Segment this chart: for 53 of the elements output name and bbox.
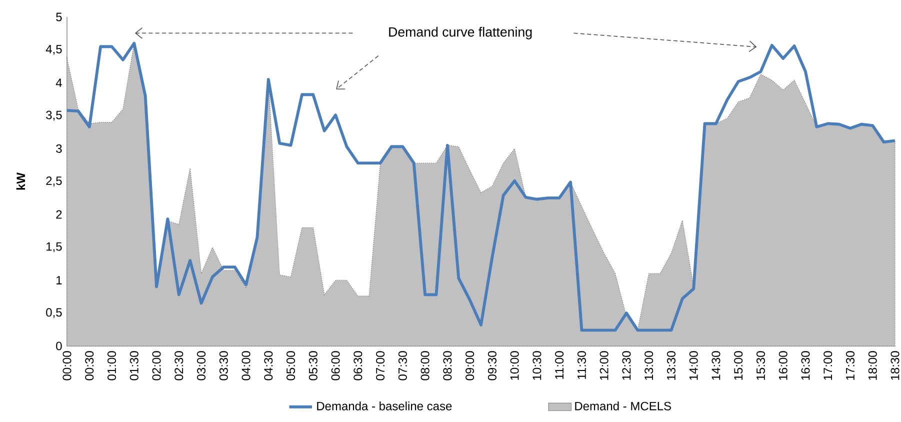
x-tick-label: 04:30 xyxy=(264,351,273,380)
x-tick-label: 16:00 xyxy=(778,351,788,380)
x-tick-label: 12:00 xyxy=(600,351,608,380)
y-tick-label: 3,5 xyxy=(46,110,62,121)
x-tick-label: 16:30 xyxy=(801,351,810,380)
x-tick-label: 17:00 xyxy=(824,351,832,380)
x-tick-label: 12:30 xyxy=(622,351,631,380)
y-tick-label: 2 xyxy=(56,210,62,219)
y-tick-label: 3 xyxy=(56,144,62,153)
y-axis-title: kW xyxy=(16,172,26,190)
x-tick-label: 03:30 xyxy=(219,351,228,380)
x-tick-label: 00:30 xyxy=(85,351,94,380)
y-tick-label: 1,5 xyxy=(46,242,62,252)
y-tick-label: 4 xyxy=(56,78,62,87)
x-tick-label: 07:00 xyxy=(376,351,385,380)
x-tick-label: 10:00 xyxy=(510,351,519,380)
x-tick-label: 08:30 xyxy=(443,351,452,380)
x-tick-label: 17:30 xyxy=(846,351,854,380)
x-tick-label: 13:30 xyxy=(666,351,676,380)
x-tick-label: 06:00 xyxy=(331,351,340,380)
x-tick-label: 13:00 xyxy=(644,351,654,380)
x-tick-label: 01:00 xyxy=(108,351,116,380)
y-tick-label: 1 xyxy=(56,276,62,284)
x-tick-label: 02:30 xyxy=(174,351,184,380)
x-tick-label: 08:00 xyxy=(420,351,430,380)
x-tick-label: 00:00 xyxy=(62,351,72,380)
x-tick-label: 14:00 xyxy=(689,351,698,380)
legend-label: Demand - MCELS xyxy=(575,402,671,410)
x-tick-label: 10:30 xyxy=(532,351,542,380)
annotation: Demand curve flattening xyxy=(389,26,532,40)
x-tick-label: 05:00 xyxy=(286,351,296,380)
x-tick-label: 05:30 xyxy=(308,351,318,380)
x-tick-label: 14:30 xyxy=(712,351,720,380)
legend-label: Demanda - baseline case xyxy=(317,402,452,410)
x-tick-label: 04:00 xyxy=(242,351,250,380)
x-tick-label: 11:30 xyxy=(577,351,586,379)
x-tick-label: 01:30 xyxy=(130,351,138,380)
y-tick-label: 0 xyxy=(56,342,62,350)
y-tick-label: 4,5 xyxy=(46,45,62,55)
x-tick-label: 15:30 xyxy=(756,351,765,380)
x-tick-label: 11:00 xyxy=(555,351,564,379)
x-tick-label: 09:00 xyxy=(466,351,474,380)
x-tick-label: 09:30 xyxy=(488,351,496,380)
y-tick-label: 0,5 xyxy=(46,308,62,318)
x-tick-label: 06:30 xyxy=(354,351,362,380)
y-tick-label: 5 xyxy=(56,12,62,22)
x-tick-label: 03:00 xyxy=(197,351,206,380)
x-tick-label: 02:00 xyxy=(152,351,161,380)
x-tick-label: 15:00 xyxy=(734,351,743,380)
x-tick-label: 07:30 xyxy=(398,351,407,380)
x-tick-label: 18:00 xyxy=(868,351,877,380)
x-tick-label: 18:30 xyxy=(890,351,900,380)
y-tick-label: 2,5 xyxy=(46,176,62,186)
